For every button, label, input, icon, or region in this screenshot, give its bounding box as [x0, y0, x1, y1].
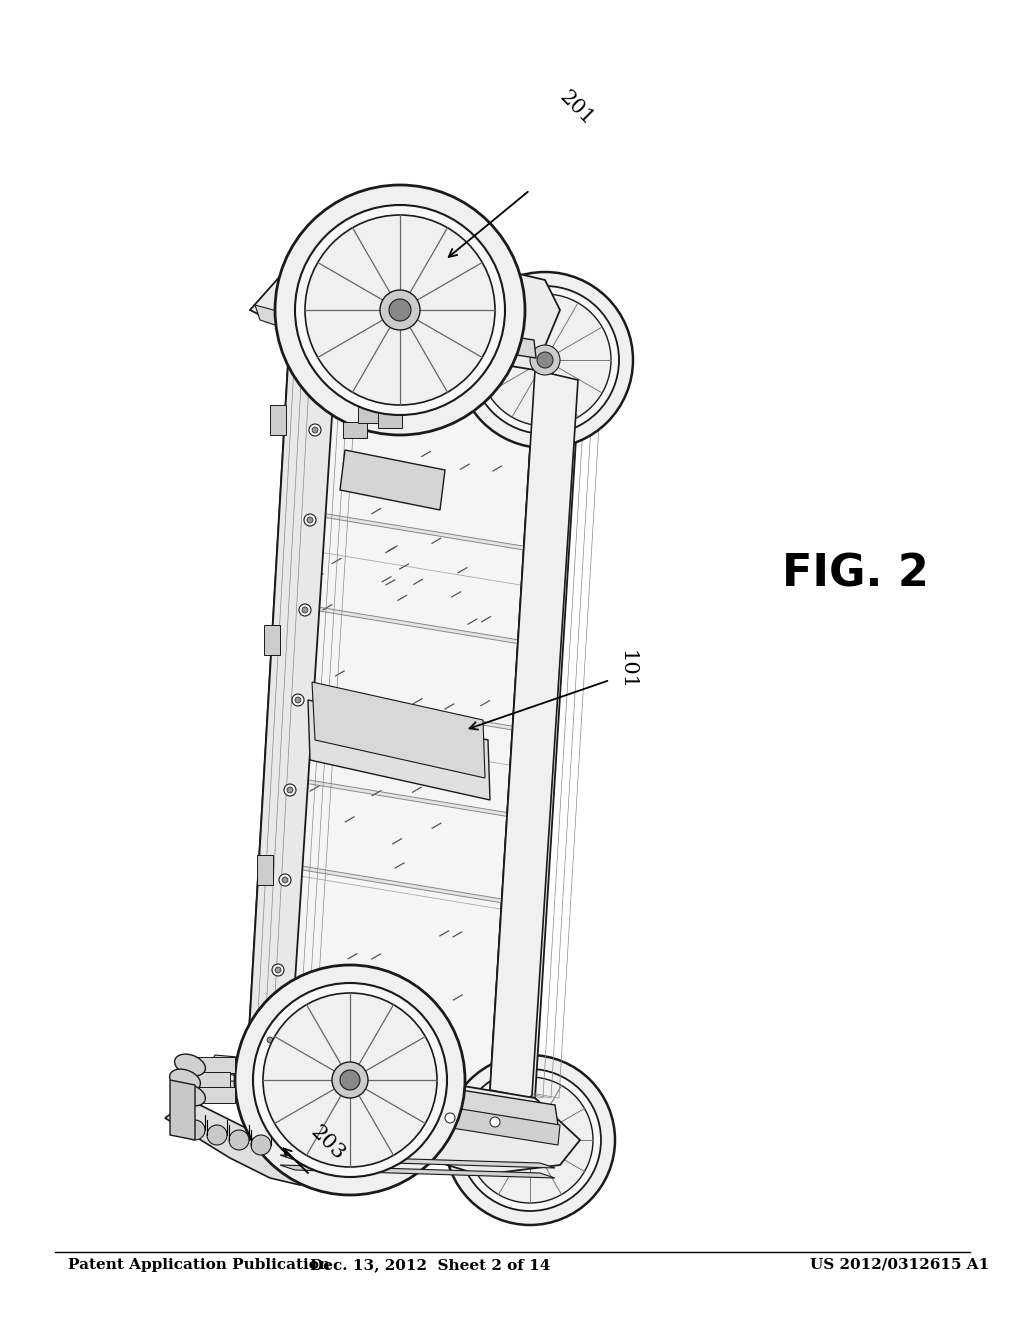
- Ellipse shape: [479, 294, 611, 426]
- Ellipse shape: [174, 1084, 206, 1106]
- Polygon shape: [308, 700, 490, 800]
- Text: 101: 101: [617, 651, 636, 690]
- Ellipse shape: [490, 1117, 500, 1127]
- Ellipse shape: [284, 784, 296, 796]
- Ellipse shape: [522, 1133, 538, 1148]
- Text: Patent Application Publication: Patent Application Publication: [68, 1258, 330, 1272]
- Polygon shape: [264, 624, 280, 655]
- Ellipse shape: [275, 968, 281, 973]
- Polygon shape: [208, 1055, 248, 1078]
- Polygon shape: [195, 1086, 234, 1104]
- Ellipse shape: [457, 272, 633, 447]
- Polygon shape: [490, 370, 580, 1098]
- Ellipse shape: [340, 1071, 360, 1090]
- Polygon shape: [190, 1072, 230, 1088]
- Ellipse shape: [345, 1100, 355, 1110]
- Ellipse shape: [302, 607, 308, 612]
- Ellipse shape: [253, 983, 447, 1177]
- Ellipse shape: [471, 286, 618, 434]
- Polygon shape: [258, 1059, 558, 1125]
- Ellipse shape: [267, 1038, 273, 1043]
- Ellipse shape: [332, 1063, 368, 1098]
- Ellipse shape: [251, 1135, 271, 1155]
- Polygon shape: [259, 859, 507, 903]
- Polygon shape: [343, 422, 367, 438]
- Ellipse shape: [530, 345, 560, 375]
- Polygon shape: [274, 601, 523, 644]
- Polygon shape: [265, 1078, 560, 1144]
- Ellipse shape: [305, 1090, 315, 1100]
- Polygon shape: [269, 686, 517, 730]
- Ellipse shape: [459, 1069, 601, 1210]
- Ellipse shape: [292, 694, 304, 706]
- Text: 203: 203: [307, 1122, 348, 1164]
- Polygon shape: [248, 330, 335, 1059]
- Polygon shape: [165, 1100, 310, 1185]
- Polygon shape: [312, 682, 485, 777]
- Ellipse shape: [380, 290, 420, 330]
- Ellipse shape: [467, 1077, 593, 1203]
- Ellipse shape: [304, 513, 316, 525]
- Polygon shape: [170, 1080, 195, 1140]
- Ellipse shape: [185, 1119, 205, 1140]
- Polygon shape: [264, 774, 512, 816]
- Ellipse shape: [295, 205, 505, 414]
- Text: Dec. 13, 2012  Sheet 2 of 14: Dec. 13, 2012 Sheet 2 of 14: [310, 1258, 550, 1272]
- Ellipse shape: [275, 185, 525, 436]
- Ellipse shape: [537, 352, 553, 368]
- Ellipse shape: [445, 1055, 615, 1225]
- Ellipse shape: [312, 426, 318, 433]
- Polygon shape: [280, 1155, 555, 1168]
- Polygon shape: [340, 450, 445, 510]
- Polygon shape: [248, 330, 535, 1090]
- Ellipse shape: [234, 965, 465, 1195]
- Ellipse shape: [272, 964, 284, 975]
- Polygon shape: [257, 855, 273, 884]
- Ellipse shape: [279, 874, 291, 886]
- Polygon shape: [280, 1166, 555, 1177]
- Polygon shape: [250, 260, 560, 370]
- Text: 201: 201: [556, 87, 597, 129]
- Ellipse shape: [395, 1107, 406, 1117]
- Ellipse shape: [282, 876, 288, 883]
- Polygon shape: [338, 220, 490, 268]
- Ellipse shape: [299, 605, 311, 616]
- Polygon shape: [195, 1057, 234, 1073]
- Ellipse shape: [170, 1069, 201, 1090]
- Polygon shape: [378, 412, 402, 428]
- Ellipse shape: [516, 1126, 544, 1154]
- Polygon shape: [213, 1080, 253, 1104]
- Ellipse shape: [263, 993, 437, 1167]
- Polygon shape: [290, 302, 536, 358]
- Ellipse shape: [264, 1034, 276, 1045]
- Polygon shape: [490, 370, 578, 1098]
- Polygon shape: [220, 1049, 580, 1175]
- Ellipse shape: [287, 787, 293, 793]
- Polygon shape: [280, 507, 528, 550]
- Ellipse shape: [295, 697, 301, 704]
- Ellipse shape: [307, 517, 313, 523]
- Ellipse shape: [309, 424, 321, 436]
- Polygon shape: [270, 405, 286, 436]
- Ellipse shape: [174, 1055, 206, 1076]
- Text: US 2012/0312615 A1: US 2012/0312615 A1: [810, 1258, 989, 1272]
- Ellipse shape: [305, 215, 495, 405]
- Polygon shape: [358, 407, 382, 422]
- Polygon shape: [255, 305, 292, 330]
- Ellipse shape: [229, 1130, 249, 1150]
- Ellipse shape: [207, 1125, 227, 1144]
- Ellipse shape: [389, 300, 411, 321]
- Text: FIG. 2: FIG. 2: [781, 553, 929, 595]
- Ellipse shape: [445, 1113, 455, 1123]
